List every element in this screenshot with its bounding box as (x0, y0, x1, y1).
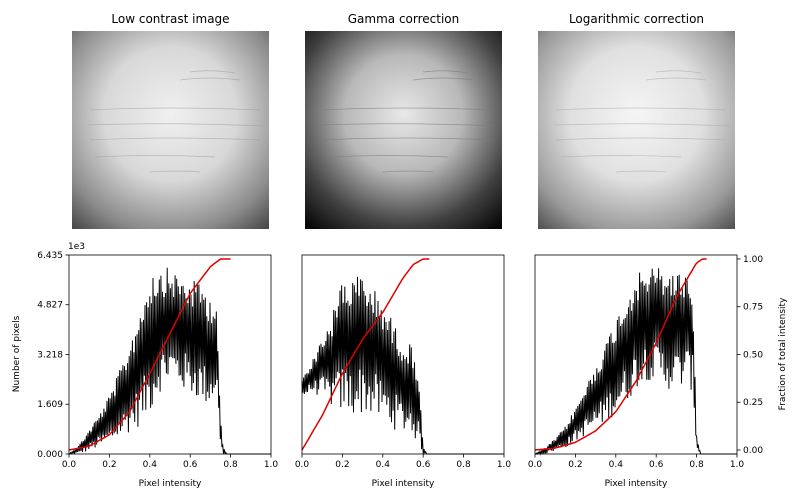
y-tick-label: 0.000 (37, 450, 63, 460)
x-tick-label: 1.0 (730, 460, 745, 470)
axes-frame (301, 254, 505, 455)
x-tick-label: 0.0 (295, 460, 310, 470)
x-tick-label: 0.4 (609, 460, 624, 470)
y-tick-label: 4.827 (37, 301, 63, 311)
y-tick-label: 1.609 (37, 400, 63, 410)
cdf-curve (534, 258, 707, 451)
histogram-trace (301, 276, 504, 455)
histogram-gamma: 0.0 0.2 0.4 0.6 0.8 1.0 Pixel intensity (295, 254, 512, 489)
y2-tick-label: 1.00 (743, 255, 763, 265)
x-tick-label: 0.0 (528, 460, 543, 470)
y2-tick-label: 0.00 (743, 446, 763, 456)
x-tick-label: 0.8 (223, 460, 238, 470)
x-axis-label: Pixel intensity (372, 479, 435, 489)
x-tick-label: 0.6 (416, 460, 431, 470)
x-tick-label: 0.2 (568, 460, 582, 470)
histogram-log: 0.0 0.2 0.4 0.6 0.8 1.0 Pixel intensity 0.00 0.2… (528, 254, 763, 489)
x-tick-label: 0.4 (376, 460, 391, 470)
y-tick-label: 3.218 (37, 350, 63, 360)
y-offset-label: 1e3 (68, 242, 85, 252)
image-title-log: Logarithmic correction (569, 12, 704, 26)
x-axis-label: Pixel intensity (605, 479, 668, 489)
y-axis-label: Number of pixels (12, 315, 22, 392)
y2-tick-label: 0.50 (743, 350, 763, 360)
log-corrected-image (538, 31, 735, 229)
x-tick-label: 1.0 (497, 460, 512, 470)
y-tick-label: 6.435 (37, 251, 63, 261)
x-axis-label: Pixel intensity (139, 479, 202, 489)
x-tick-label: 0.0 (62, 460, 77, 470)
x-tick-label: 0.8 (456, 460, 471, 470)
cdf-curve (68, 258, 231, 451)
y2-axis-label: Fraction of total intensity (778, 297, 788, 410)
cdf-curve (301, 258, 430, 451)
y2-tick-label: 0.75 (743, 303, 763, 313)
x-tick-label: 0.4 (143, 460, 158, 470)
image-title-gamma: Gamma correction (348, 12, 460, 26)
x-tick-label: 0.8 (689, 460, 704, 470)
low-contrast-image (72, 31, 269, 229)
histogram-trace (535, 268, 737, 456)
x-tick-label: 0.6 (649, 460, 664, 470)
x-tick-label: 0.2 (102, 460, 116, 470)
x-tick-label: 0.2 (335, 460, 349, 470)
image-title-low-contrast: Low contrast image (111, 12, 229, 26)
gamma-corrected-image (305, 31, 502, 229)
x-tick-label: 1.0 (264, 460, 279, 470)
x-tick-label: 0.6 (183, 460, 198, 470)
histogram-trace (68, 267, 271, 455)
y2-tick-label: 0.25 (743, 398, 763, 408)
histogram-low-contrast: 0.0 0.2 0.4 0.6 0.8 1.0 Pixel intensity 0.000 1.… (37, 251, 278, 489)
